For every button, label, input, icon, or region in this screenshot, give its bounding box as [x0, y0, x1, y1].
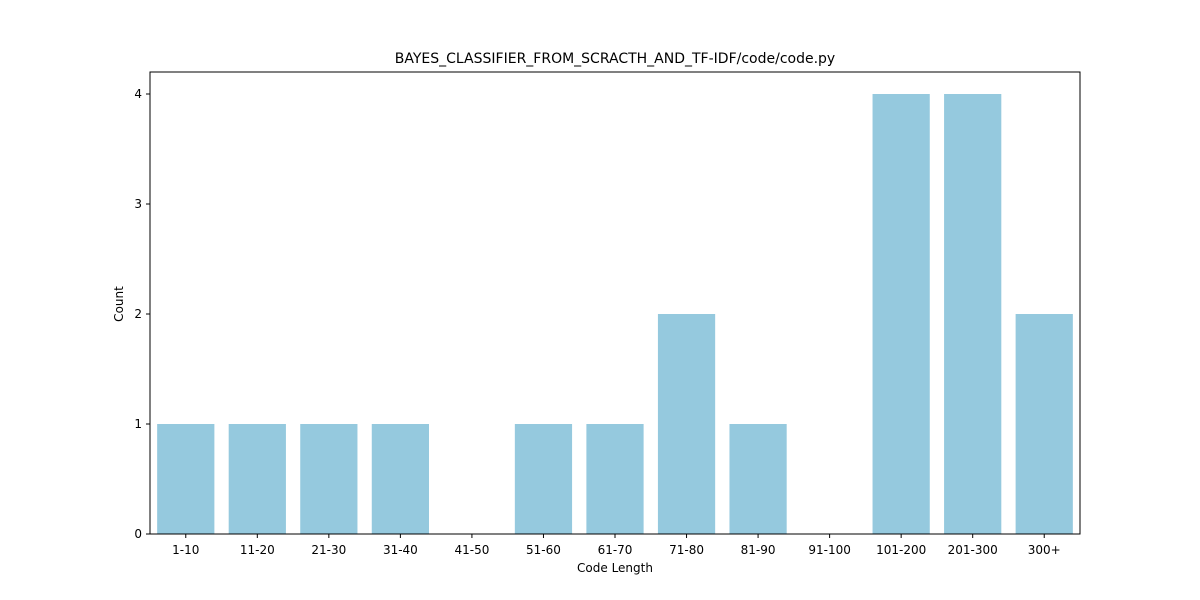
y-tick-label: 4	[134, 87, 142, 101]
x-tick-label: 101-200	[876, 543, 926, 557]
bar-81-90	[729, 424, 787, 534]
x-tick-label: 51-60	[526, 543, 561, 557]
x-tick-label: 300+	[1028, 543, 1061, 557]
y-tick-label: 2	[134, 307, 142, 321]
bar-11-20	[228, 424, 286, 534]
x-tick-label: 91-100	[808, 543, 851, 557]
bar-300+	[1015, 314, 1073, 534]
bar-61-70	[586, 424, 644, 534]
y-axis-ticks: 0 1 2 3 4	[134, 87, 150, 541]
y-tick-label: 1	[134, 417, 142, 431]
x-tick-label: 11-20	[240, 543, 275, 557]
y-tick-label: 3	[134, 197, 142, 211]
chart-title: BAYES_CLASSIFIER_FROM_SCRACTH_AND_TF-IDF…	[395, 51, 835, 67]
x-tick-label: 71-80	[669, 543, 704, 557]
y-tick-label: 0	[134, 527, 142, 541]
x-tick-label: 31-40	[383, 543, 418, 557]
x-tick-label: 81-90	[741, 543, 776, 557]
x-axis-label: Code Length	[577, 561, 653, 575]
plot-frame	[149, 71, 1081, 535]
bar-31-40	[371, 424, 429, 534]
bar-51-60	[514, 424, 573, 534]
bar-101-200	[872, 94, 930, 534]
bar-201-300	[944, 94, 1002, 534]
y-axis-label: Count	[112, 286, 126, 322]
x-tick-label: 201-300	[948, 543, 998, 557]
x-tick-label: 41-50	[454, 543, 489, 557]
bar-1-10	[157, 424, 215, 534]
bar-21-30	[300, 424, 358, 534]
x-axis-ticks: 1-10 11-20 21-30 31-40 41-50 51-60 61-70 71-80 8…	[172, 534, 1061, 557]
x-tick-label: 21-30	[311, 543, 346, 557]
bars-group	[157, 94, 1073, 534]
x-tick-label: 1-10	[172, 543, 199, 557]
x-tick-label: 61-70	[598, 543, 633, 557]
bar-71-80	[657, 314, 716, 534]
